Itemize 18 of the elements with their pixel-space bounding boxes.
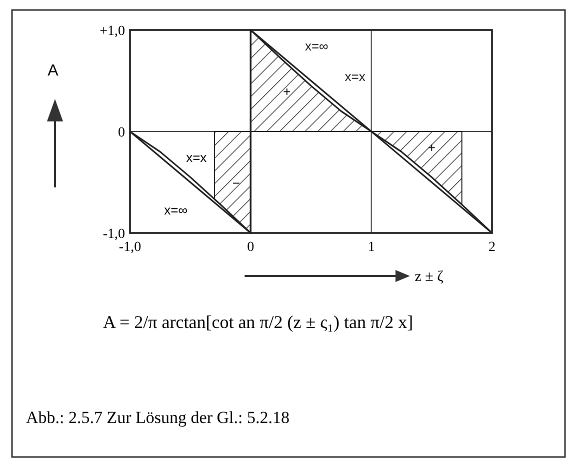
text: A = 2/π arctan[cot an π/2 (z ± ς₁) tan π/2 x] (103, 312, 414, 332)
x-axis-title: z ± ζ (414, 269, 444, 285)
x-tick-label: 0 (247, 240, 254, 255)
series-label: x=∞ (304, 38, 328, 54)
x-tick-label: 2 (488, 240, 496, 255)
annotation: + (283, 84, 291, 99)
x-tick-label: 1 (368, 240, 375, 255)
y-axis-title: A (48, 62, 59, 80)
annotation: + (428, 140, 436, 155)
annotation: − (232, 175, 240, 190)
annotation: x=x (186, 150, 208, 165)
x-tick-label: -1,0 (118, 240, 142, 255)
y-tick-label: -1,0 (102, 227, 125, 242)
y-tick-label: +1,0 (100, 24, 125, 39)
annotation: x=∞ (164, 202, 188, 218)
series-label: x=x (344, 68, 366, 84)
text: Abb.: 2.5.7 Zur Lösung der Gl.: 5.2.18 (26, 408, 290, 427)
y-tick-label: 0 (118, 126, 125, 140)
